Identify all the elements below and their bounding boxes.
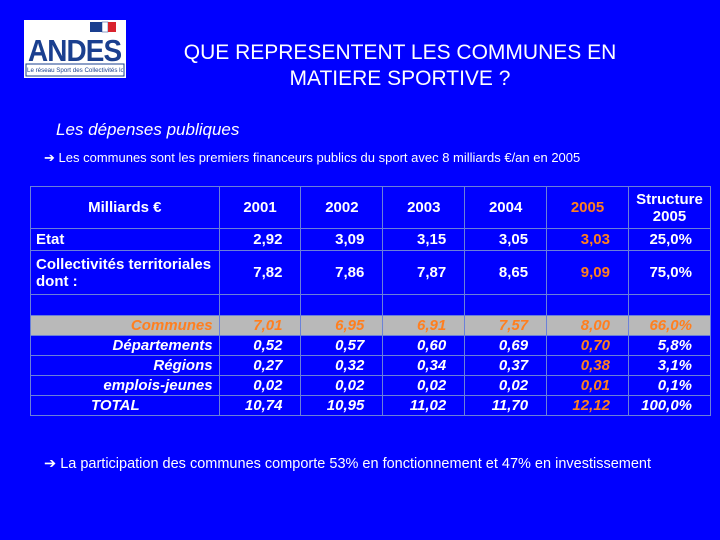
row-label: Etat (30, 228, 220, 251)
andes-logo: ANDES Le réseau Sport des Collectivités … (24, 20, 126, 78)
row-label: TOTAL (30, 395, 220, 416)
table-cell: 3,05 (464, 228, 548, 251)
section-subtitle: Les dépenses publiques (56, 120, 240, 139)
header-cell-2002: 2002 (300, 186, 384, 229)
arrow-icon: ➔ (44, 456, 57, 472)
table-cell: 3,15 (382, 228, 466, 251)
table-cell: 0,37 (464, 355, 548, 376)
header-cell-2005: 2005 (546, 186, 629, 229)
table-cell: 8,00 (546, 315, 629, 336)
table-cell: 9,09 (546, 250, 629, 295)
row-label: Régions (30, 355, 220, 376)
footnote: ➔ La participation des communes comporte… (44, 455, 684, 474)
header-cell-2003: 2003 (382, 186, 466, 229)
table-cell: 66,0% (627, 315, 712, 336)
table-cell: 0,1% (627, 375, 712, 396)
table-cell: 10,74 (218, 395, 302, 416)
header-cell-2001: 2001 (218, 186, 302, 229)
table-cell: 0,02 (300, 375, 384, 396)
table-cell: 0,02 (464, 375, 548, 396)
table-cell: 7,01 (218, 315, 302, 336)
table-row-regions: Régions 0,27 0,32 0,34 0,37 0,38 3,1% (30, 355, 712, 376)
table-cell: 3,09 (300, 228, 384, 251)
header-cell-structure: Structure 2005 (627, 186, 712, 229)
table-header-row: Milliards € 2001 2002 2003 2004 2005 Str… (30, 186, 712, 229)
table-row-collectivites: Collectivités territoriales dont : 7,82 … (30, 250, 712, 295)
table-cell: 25,0% (627, 228, 712, 251)
bullet-line: ➔ Les communes sont les premiers finance… (44, 150, 580, 166)
table-cell: 0,60 (382, 335, 466, 356)
table-cell: 10,95 (300, 395, 384, 416)
table-cell: 11,02 (382, 395, 466, 416)
table-cell: 0,27 (218, 355, 302, 376)
table-cell: 0,34 (382, 355, 466, 376)
row-label: Départements (30, 335, 220, 356)
table-row-communes: Communes 7,01 6,95 6,91 7,57 8,00 66,0% (30, 315, 712, 336)
table-cell: 0,32 (300, 355, 384, 376)
table-row-emplois-jeunes: emplois-jeunes 0,02 0,02 0,02 0,02 0,01 … (30, 375, 712, 396)
table-spacer-row (30, 294, 712, 316)
header-cell-label: Milliards € (30, 186, 220, 229)
table-cell: 3,1% (627, 355, 712, 376)
table-cell: 0,52 (218, 335, 302, 356)
table-cell: 7,82 (218, 250, 302, 295)
logo-wordmark: ANDES (28, 33, 122, 68)
table-cell: 75,0% (627, 250, 712, 295)
table-cell: 7,87 (382, 250, 466, 295)
table-cell: 12,12 (546, 395, 629, 416)
row-label: Communes (30, 315, 220, 336)
table-cell: 6,91 (382, 315, 466, 336)
spending-table: Milliards € 2001 2002 2003 2004 2005 Str… (30, 186, 712, 416)
table-cell: 0,02 (382, 375, 466, 396)
table-cell: 5,8% (627, 335, 712, 356)
table-cell: 7,86 (300, 250, 384, 295)
page-title: QUE REPRESENTENT LES COMMUNES EN MATIERE… (183, 41, 617, 90)
table-row-etat: Etat 2,92 3,09 3,15 3,05 3,03 25,0% (30, 228, 712, 251)
arrow-icon: ➔ (44, 150, 55, 165)
table-cell: 11,70 (464, 395, 548, 416)
logo-graphic (25, 21, 125, 77)
table-cell: 6,95 (300, 315, 384, 336)
table-cell: 7,57 (464, 315, 548, 336)
table-cell: 100,0% (627, 395, 712, 416)
table-cell: 3,03 (546, 228, 629, 251)
table-cell: 0,57 (300, 335, 384, 356)
table-cell: 8,65 (464, 250, 548, 295)
logo-tagline: Le réseau Sport des Collectivités locale… (27, 67, 123, 74)
row-label: emplois-jeunes (30, 375, 220, 396)
table-cell: 0,70 (546, 335, 629, 356)
table-cell: 0,02 (218, 375, 302, 396)
table-cell: 0,38 (546, 355, 629, 376)
footnote-text: La participation des communes comporte 5… (60, 456, 651, 472)
table-cell: 2,92 (218, 228, 302, 251)
table-row-departements: Départements 0,52 0,57 0,60 0,69 0,70 5,… (30, 335, 712, 356)
row-label: Collectivités territoriales dont : (30, 250, 220, 295)
table-cell: 0,01 (546, 375, 629, 396)
bullet-text: Les communes sont les premiers financeur… (58, 150, 581, 165)
header-cell-2004: 2004 (464, 186, 548, 229)
table-row-total: TOTAL 10,74 10,95 11,02 11,70 12,12 100,… (30, 395, 712, 416)
table-cell: 0,69 (464, 335, 548, 356)
